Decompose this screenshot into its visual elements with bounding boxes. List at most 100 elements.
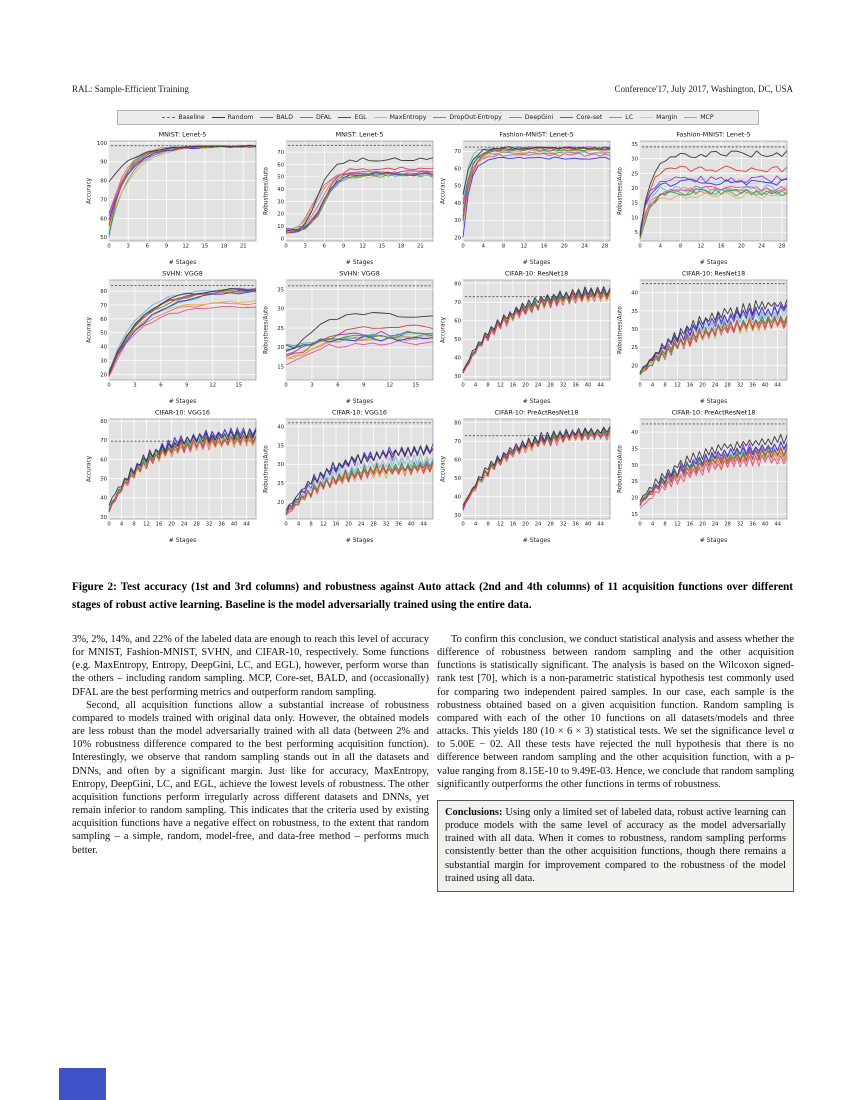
y-tick-label: 40 [100, 345, 107, 351]
y-tick-label: 25 [631, 345, 638, 351]
y-tick-label: 50 [454, 337, 461, 343]
x-tick-label: 12 [697, 244, 704, 250]
legend-label: BALD [276, 114, 293, 121]
y-tick-label: 20 [631, 186, 638, 192]
running-title: RAL: Sample-Efficient Training [72, 84, 189, 94]
x-tick-label: 28 [724, 383, 731, 389]
y-tick-label: 35 [631, 309, 638, 315]
y-tick-label: 30 [454, 374, 461, 380]
x-tick-label: 28 [724, 522, 731, 528]
x-tick-label: 8 [502, 244, 506, 250]
chart-cifar-10-vgg16-robustness-auto: 0 4 8 12 16 20 24 28 32 36 40 44 20 25 30 35 40 CIFAR-10:… [264, 409, 434, 544]
x-tick-label: 15 [412, 383, 419, 389]
legend-label: Random [227, 114, 254, 121]
x-tick-label: 0 [284, 244, 288, 250]
y-tick-label: 35 [277, 443, 284, 449]
x-tick-label: 28 [779, 244, 786, 250]
series-line-random [285, 312, 434, 351]
chart-mnist-lenet-5-robustness-auto: 0 3 6 9 12 15 18 21 0 10 20 30 40 50 60 70 MNIST: Lenet-… [264, 131, 434, 266]
series-line-margin [285, 454, 434, 513]
y-axis-label: Accuracy [441, 316, 447, 343]
x-tick-label: 6 [336, 383, 340, 389]
x-tick-label: 0 [107, 522, 111, 528]
series-line-deepgini [639, 188, 788, 233]
x-axis-label: # Stages [346, 398, 373, 405]
chart-title: CIFAR-10: ResNet18 [505, 270, 568, 278]
chart-title: MNIST: Lenet-5 [336, 131, 384, 139]
x-tick-label: 40 [585, 383, 592, 389]
x-tick-label: 16 [510, 383, 517, 389]
x-tick-label: 0 [638, 383, 642, 389]
x-tick-label: 16 [333, 522, 340, 528]
y-axis-label: Accuracy [87, 177, 93, 204]
chart-title: CIFAR-10: PreActResNet18 [672, 409, 756, 417]
legend-label: Core-set [576, 114, 603, 121]
chart-title: CIFAR-10: ResNet18 [682, 270, 745, 278]
x-tick-label: 12 [497, 522, 504, 528]
legend-item-core-set: Core-set [560, 114, 602, 121]
x-tick-label: 40 [762, 383, 769, 389]
legend-item-mcp: MCP [684, 114, 714, 121]
x-tick-label: 40 [585, 522, 592, 528]
chart-svhn-vgg8-robustness-auto: 0 3 6 9 12 15 15 20 25 30 35 SVHN: VGG8 Robustness/A… [264, 270, 434, 405]
chart-svhn-vgg8-accuracy: 0 3 6 9 12 15 20 30 40 50 60 70 80 SVHN: VGG8 Accuracy… [87, 270, 257, 405]
series-line-dropout-entropy [639, 454, 788, 509]
y-axis-label: Robustness/Auto [264, 445, 270, 493]
x-tick-label: 0 [461, 244, 465, 250]
body-paragraph: To confirm this conclusion, we conduct s… [437, 634, 794, 790]
series-line-random [462, 426, 611, 506]
y-tick-label: 60 [454, 166, 461, 172]
y-tick-label: 40 [454, 356, 461, 362]
x-tick-label: 32 [206, 522, 213, 528]
x-tick-label: 8 [132, 522, 136, 528]
x-tick-label: 0 [284, 522, 288, 528]
x-tick-label: 8 [309, 522, 313, 528]
x-tick-label: 16 [156, 522, 163, 528]
x-tick-label: 44 [597, 522, 604, 528]
x-tick-label: 16 [510, 522, 517, 528]
y-tick-label: 80 [454, 282, 461, 288]
legend-item-dfal: DFAL [299, 114, 331, 121]
legend-label: Baseline [178, 114, 205, 121]
page-header: RAL: Sample-Efficient Training Conferenc… [72, 84, 793, 94]
x-tick-label: 16 [718, 244, 725, 250]
y-tick-label: 15 [277, 364, 284, 370]
series-line-random [108, 288, 257, 375]
y-axis-label: Robustness/Auto [618, 306, 624, 354]
x-axis-label: # Stages [700, 398, 727, 405]
series-line-bald [462, 288, 611, 374]
y-tick-label: 60 [454, 458, 461, 464]
x-tick-label: 4 [474, 383, 478, 389]
series-line-egl [108, 427, 257, 512]
x-axis-label: # Stages [169, 398, 196, 405]
series-line-dfal [462, 289, 611, 371]
legend-line-swatch [338, 117, 352, 118]
x-tick-label: 6 [323, 244, 327, 250]
x-tick-label: 21 [240, 244, 247, 250]
x-tick-label: 3 [126, 244, 129, 250]
x-tick-label: 20 [561, 244, 568, 250]
chart-fashion-mnist-lenet-5-robustness-auto: 0 4 8 12 16 20 24 28 5 10 15 20 25 30 35 Fashion-MNIST:… [618, 131, 788, 266]
y-tick-label: 60 [454, 319, 461, 325]
chart-title: SVHN: VGG8 [162, 270, 203, 278]
x-tick-label: 8 [663, 522, 667, 528]
series-line-bald [285, 462, 434, 516]
x-tick-label: 32 [737, 383, 744, 389]
series-line-margin [639, 177, 788, 234]
series-line-margin [285, 333, 434, 356]
chart-cifar-10-vgg16-accuracy: 0 4 8 12 16 20 24 28 32 36 40 44 30 40 50 60 70 80 CIFAR-1… [87, 409, 257, 544]
y-tick-label: 60 [100, 317, 107, 323]
series-line-dropout-entropy [108, 305, 257, 377]
chart-title: CIFAR-10: VGG16 [155, 409, 210, 417]
chart-cifar-10-preactresnet18-accuracy: 0 4 8 12 16 20 24 28 32 36 40 44 30 40 50 60 70 80 CIFAR-1… [441, 409, 611, 544]
x-tick-label: 28 [547, 383, 554, 389]
legend-label: EGL [354, 114, 367, 121]
series-line-deepgini [462, 151, 611, 222]
x-tick-label: 4 [482, 244, 486, 250]
y-tick-label: 15 [631, 201, 638, 207]
y-tick-label: 25 [277, 326, 284, 332]
x-tick-label: 12 [520, 244, 527, 250]
series-line-random [108, 144, 257, 183]
plot-area [639, 418, 788, 520]
